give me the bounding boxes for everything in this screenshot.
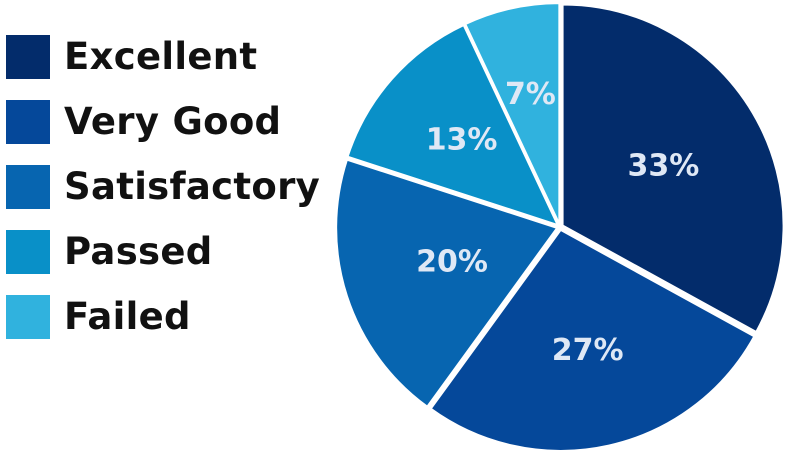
pie-slice-label-satisfactory: 20% <box>416 245 488 280</box>
pie-slice-label-failed: 7% <box>505 77 556 112</box>
legend-swatch-excellent <box>6 34 50 79</box>
legend-label-very-good: Very Good <box>64 100 282 143</box>
pie-slices <box>335 2 785 452</box>
legend-item-passed: Passed <box>6 219 336 284</box>
legend-swatch-very-good <box>6 99 50 144</box>
legend-label-satisfactory: Satisfactory <box>64 165 321 208</box>
legend-label-excellent: Excellent <box>64 35 258 78</box>
legend-item-failed: Failed <box>6 284 336 349</box>
legend-label-passed: Passed <box>64 230 213 273</box>
pie-slice-failed <box>464 2 561 226</box>
pie-slice-label-very-good: 27% <box>552 333 624 368</box>
legend-item-very-good: Very Good <box>6 89 336 154</box>
pie-slice-passed <box>346 24 559 227</box>
legend-item-satisfactory: Satisfactory <box>6 154 336 219</box>
pie-slice-excellent <box>561 3 785 333</box>
legend-swatch-failed <box>6 294 50 339</box>
legend: Excellent Very Good Satisfactory Passed … <box>6 24 336 349</box>
pie-slice-labels: 33% 27% 20% 13%7% <box>416 77 699 368</box>
legend-swatch-passed <box>6 229 50 274</box>
pie-slice-label-excellent: 33% <box>627 148 699 183</box>
pie-slice-label-passed: 13% <box>426 123 498 158</box>
pie-slice-very-good <box>429 228 756 452</box>
legend-item-excellent: Excellent <box>6 24 336 89</box>
legend-swatch-satisfactory <box>6 164 50 209</box>
pie-chart: 33% 27% 20% 13%7% <box>335 2 785 452</box>
legend-label-failed: Failed <box>64 295 191 338</box>
pie-slice-satisfactory <box>335 158 559 408</box>
